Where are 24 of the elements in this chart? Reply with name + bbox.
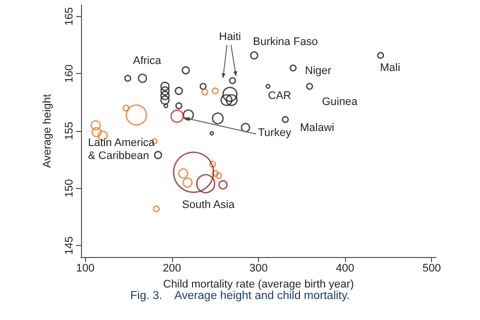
annotation: CAR [268, 90, 292, 103]
y-tick-label: 160 [64, 64, 76, 83]
y-axis-title: Average height [42, 94, 54, 168]
annotation: Burkina Faso [253, 36, 318, 49]
y-tick-label: 145 [64, 236, 76, 255]
annotation: Niger [305, 65, 332, 78]
y-tick-label: 155 [64, 122, 76, 140]
y-tick-label: 150 [64, 179, 76, 198]
annotation: Guinea [322, 96, 358, 109]
x-axis-title: Child mortality rate (average birth year) [163, 278, 354, 290]
annotation: Haiti [219, 31, 242, 44]
x-tick-label: 400 [336, 262, 354, 274]
x-tick-label: 300 [249, 262, 268, 274]
annotation: Malawi [300, 122, 334, 135]
annotation: Latin America & Caribbean [88, 137, 155, 163]
y-tick-label: 165 [64, 7, 76, 26]
annotation: Africa [133, 55, 162, 68]
annotation: South Asia [182, 199, 235, 212]
annotation: Turkey [258, 127, 292, 140]
caption: Fig. 3. Average height and child mortality. [129, 290, 351, 302]
x-tick-label: 100 [76, 262, 95, 274]
x-tick-label: 500 [422, 262, 441, 274]
x-tick-label: 200 [162, 262, 182, 274]
annotation: Mali [380, 62, 400, 75]
